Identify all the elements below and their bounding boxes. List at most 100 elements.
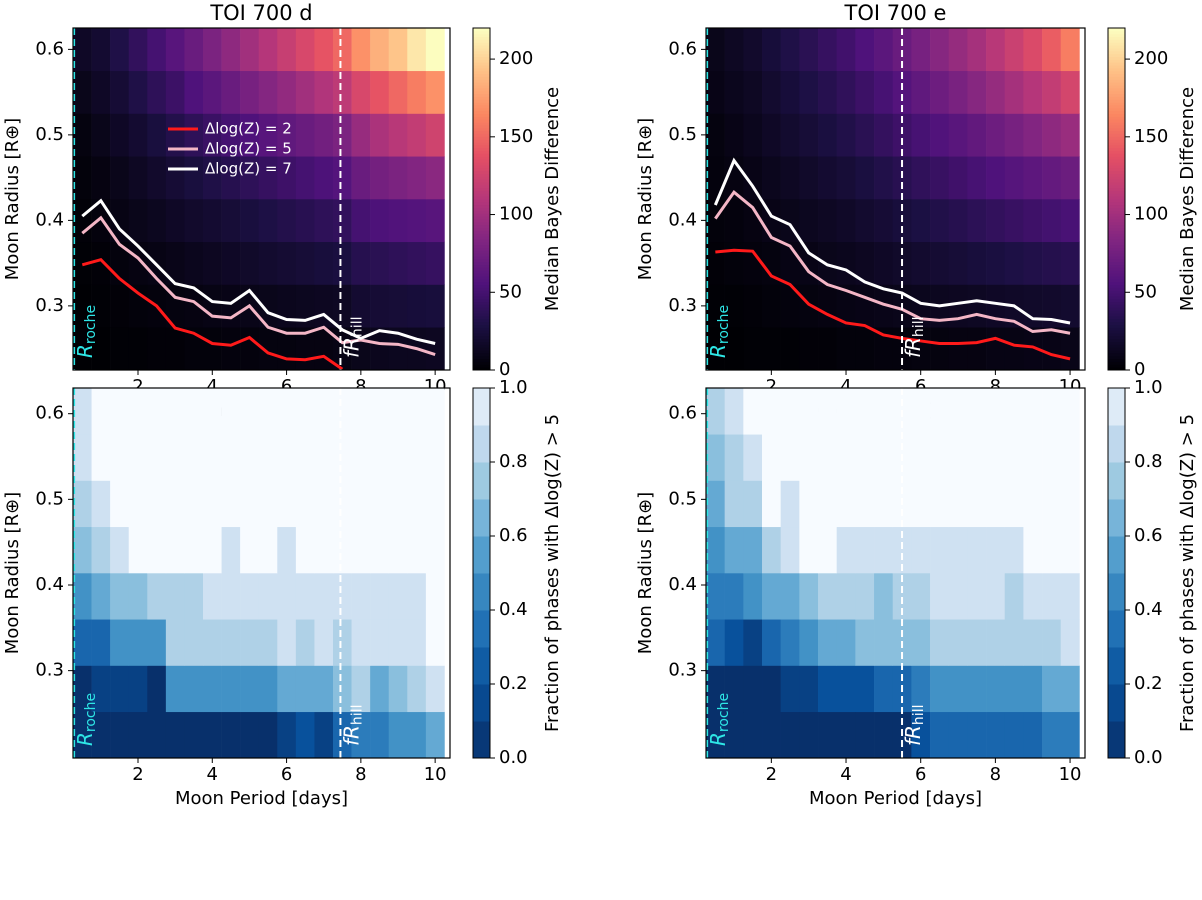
heat-cell	[110, 113, 130, 157]
heat-cell	[1042, 526, 1062, 574]
heat-cell	[1060, 327, 1080, 370]
heat-cell	[277, 70, 297, 114]
colorbar-tick-label: 0.2	[499, 673, 528, 694]
colorbar-segment	[473, 130, 490, 134]
heat-cell	[128, 665, 148, 713]
heat-cell	[799, 113, 819, 157]
heat-cell	[1060, 156, 1080, 200]
heat-cell	[874, 619, 893, 666]
colorbar-segment	[1108, 281, 1125, 285]
colorbar-segment	[1108, 230, 1125, 234]
colorbar-segment	[473, 102, 490, 106]
heat-cell	[407, 573, 427, 620]
colorbar-segment	[473, 133, 490, 137]
heat-cell	[743, 526, 763, 574]
colorbar-segment	[1108, 196, 1125, 200]
heat-cell	[799, 284, 819, 328]
heat-cell	[203, 327, 222, 370]
line	[714, 189, 1071, 335]
heat-cell	[762, 327, 781, 370]
heat-cell	[128, 284, 148, 328]
heat-cell	[370, 388, 390, 435]
line	[715, 248, 1071, 361]
y-tick-label: 0.4	[35, 209, 64, 230]
heat-cell	[425, 665, 445, 713]
heat-cell	[370, 327, 390, 370]
colorbar-tick-label: 200	[499, 48, 533, 69]
heat-cell	[258, 665, 278, 713]
heat-cell	[855, 480, 875, 528]
heat-cell	[967, 434, 987, 481]
heat-cell	[930, 665, 950, 713]
heat-cell	[407, 284, 427, 328]
legend-label: Δlog(Z) = 7	[205, 160, 292, 178]
y-axis-label: Moon Radius [R⊕]	[2, 118, 23, 280]
heat-cell	[333, 156, 352, 200]
heat-cell	[967, 480, 987, 528]
colorbar-segment	[1108, 181, 1125, 186]
heat-cell	[1004, 619, 1024, 666]
colorbar-segment	[1108, 221, 1125, 226]
heat-cell	[930, 711, 950, 758]
heat-cell	[203, 480, 222, 528]
colorbar-segment	[1108, 124, 1125, 129]
colorbar-segment	[1108, 298, 1125, 303]
heat-cell	[184, 156, 204, 200]
colorbar-segment	[1108, 156, 1125, 160]
heat-cell	[184, 711, 204, 758]
y-tick-label: 0.6	[35, 38, 64, 59]
heat-cell	[388, 665, 408, 713]
heat-cell	[930, 113, 950, 157]
heat-cell	[258, 70, 278, 114]
heat-cell	[948, 113, 968, 157]
heat-cell	[874, 156, 893, 200]
colorbar-segment	[1108, 315, 1125, 320]
colorbar-segment	[473, 199, 490, 203]
heat-cell	[1023, 573, 1043, 620]
heat-cell	[1042, 284, 1062, 328]
heat-cell	[314, 434, 334, 481]
heat-cell	[73, 70, 92, 114]
colorbar-segment	[473, 76, 490, 80]
colorbar-tick-label: 0.2	[1134, 673, 1163, 694]
heat-cell	[930, 526, 950, 574]
heat-cell	[110, 388, 130, 435]
heat-cell	[967, 388, 987, 435]
heat-cell	[911, 113, 931, 157]
heat-cell	[351, 573, 371, 620]
heat-cell	[351, 665, 371, 713]
colorbar-segment	[1108, 241, 1125, 246]
heat-cell	[706, 156, 725, 200]
heat-cell	[799, 28, 819, 72]
heat-cell	[986, 434, 1006, 481]
colorbar-segment	[473, 153, 490, 157]
heat-cell	[911, 241, 931, 285]
y-tick-label: 0.5	[668, 124, 697, 145]
colorbar-tick-label: 0.0	[1134, 747, 1163, 768]
colorbar-segment	[473, 275, 490, 280]
colorbar-segment	[1108, 287, 1125, 291]
heat-cell	[986, 241, 1006, 285]
heat-cell	[91, 284, 111, 328]
heat-cell	[874, 70, 893, 114]
heat-cell	[73, 156, 92, 200]
colorbar-tick-label: 1.0	[499, 377, 528, 398]
colorbar-segment	[1108, 536, 1125, 574]
colorbar-segment	[473, 350, 490, 354]
heat-cell	[762, 526, 781, 574]
colorbar-segment	[1108, 341, 1125, 345]
heat-cell	[333, 388, 352, 435]
heat-cell	[351, 434, 371, 481]
colorbar-segment	[1108, 324, 1125, 328]
heat-cell	[240, 388, 260, 435]
heat-cell	[818, 156, 837, 200]
colorbar-segment	[473, 67, 490, 72]
legend-label: Δlog(Z) = 2	[205, 120, 292, 138]
colorbar-segment	[1108, 184, 1125, 189]
heat-cell	[128, 28, 148, 72]
colorbar-segment	[473, 124, 490, 129]
heat-cell	[425, 28, 445, 72]
colorbar-segment	[473, 253, 490, 257]
heat-cell	[780, 327, 800, 370]
